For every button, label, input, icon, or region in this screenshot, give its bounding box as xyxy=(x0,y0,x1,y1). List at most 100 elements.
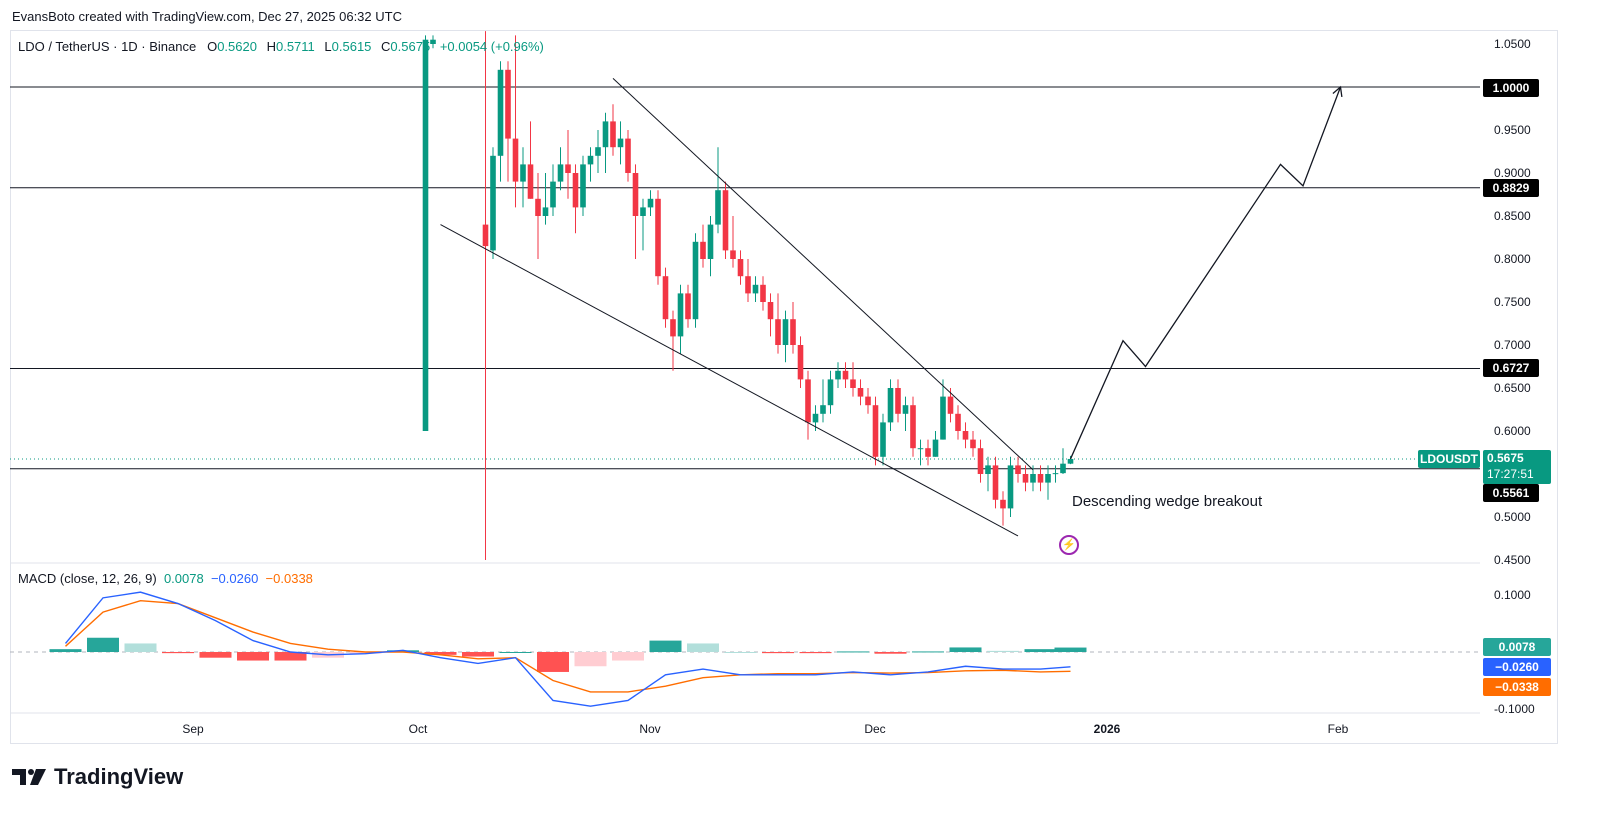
chart-frame[interactable] xyxy=(10,30,1558,744)
tradingview-logo: TradingView xyxy=(12,764,183,790)
candle xyxy=(610,121,616,148)
candle xyxy=(730,250,736,259)
candle xyxy=(1045,474,1051,483)
candle xyxy=(775,319,781,345)
early-candle xyxy=(422,39,429,431)
legend-open: 0.5620 xyxy=(217,39,257,54)
projection-arrowhead xyxy=(1332,85,1343,97)
candle xyxy=(790,319,796,345)
candle xyxy=(497,69,504,156)
legend-high-label: H xyxy=(266,39,276,54)
candle xyxy=(955,413,961,431)
candle xyxy=(550,181,556,208)
macd-line-tag: −0.0260 xyxy=(1483,658,1551,676)
brand-name: TradingView xyxy=(54,764,184,789)
level-tag-4: 0.5561 xyxy=(1483,484,1539,502)
macd-histogram-bar xyxy=(874,652,907,654)
level-tag-3: 0.6727 xyxy=(1483,359,1539,377)
candle xyxy=(482,224,489,247)
candle xyxy=(647,198,654,208)
macd-hist-tag: 0.0078 xyxy=(1483,638,1551,656)
macd-legend: MACD (close, 12, 26, 9) 0.0078 −0.0260 −… xyxy=(18,571,313,586)
candle xyxy=(520,164,526,182)
legend-low-label: L xyxy=(324,39,332,54)
candle xyxy=(655,198,661,277)
projection-path xyxy=(1069,86,1342,460)
candle xyxy=(797,345,804,380)
macd-histogram-bar xyxy=(1054,647,1087,652)
candle xyxy=(587,155,594,165)
candle xyxy=(692,241,699,320)
macd-histogram-bar xyxy=(987,650,1019,652)
candle xyxy=(632,173,639,216)
macd-histogram-bar xyxy=(612,652,644,661)
candle xyxy=(827,379,834,406)
candle xyxy=(902,405,909,414)
legend-high: 0.5711 xyxy=(275,39,315,54)
candle xyxy=(580,164,586,208)
macd-axis-label: -0.1000 xyxy=(1494,702,1535,716)
macd-line-value: −0.0260 xyxy=(210,571,259,586)
candle xyxy=(535,198,541,216)
candle xyxy=(1007,465,1014,509)
price-axis-label: 1.0500 xyxy=(1494,37,1531,51)
price-axis-label: 0.5000 xyxy=(1494,510,1531,524)
macd-signal-value: −0.0338 xyxy=(265,571,313,586)
candle xyxy=(527,164,534,199)
price-axis-label: 0.7000 xyxy=(1494,338,1531,352)
candle xyxy=(505,69,511,139)
wedge-upper-line xyxy=(612,78,1034,471)
macd-axis-label: 0.1000 xyxy=(1494,588,1531,602)
price-legend: LDO / TetherUS · 1D · Binance O0.5620 H0… xyxy=(18,39,550,54)
candle xyxy=(737,259,744,277)
candle xyxy=(962,431,969,440)
candle xyxy=(1015,465,1021,474)
macd-histogram-bar xyxy=(124,643,157,652)
candle xyxy=(940,396,946,440)
candle xyxy=(925,448,931,457)
candle xyxy=(932,439,939,457)
macd-title: MACD (close, 12, 26, 9) xyxy=(18,571,157,586)
price-axis-label: 0.8000 xyxy=(1494,252,1531,266)
candle xyxy=(835,370,841,380)
candle xyxy=(805,379,811,423)
candle xyxy=(512,138,519,182)
candle xyxy=(842,370,849,380)
candle xyxy=(745,276,751,294)
macd-histogram-bar xyxy=(499,652,532,653)
macd-signal-tag: −0.0338 xyxy=(1483,678,1551,696)
candle xyxy=(985,465,991,474)
tradingview-logo-icon xyxy=(12,769,46,785)
candle xyxy=(782,319,789,345)
candle xyxy=(947,396,954,414)
candle xyxy=(992,465,999,500)
candle xyxy=(977,448,984,474)
candle xyxy=(970,439,976,449)
chart-credit: EvansBoto created with TradingView.com, … xyxy=(12,9,402,24)
price-tag: 0.5675 17:27:51 xyxy=(1483,450,1551,484)
candle xyxy=(1000,499,1006,509)
candle xyxy=(1037,474,1044,483)
candle xyxy=(602,121,609,148)
legend-low: 0.5615 xyxy=(331,39,372,54)
macd-histogram-bar xyxy=(87,637,119,652)
symbol-tag: LDOUSDT xyxy=(1418,450,1480,468)
candle xyxy=(662,276,669,320)
lightning-icon[interactable]: ⚡ xyxy=(1059,535,1079,555)
macd-histogram-bar xyxy=(387,650,419,652)
candle xyxy=(595,147,601,156)
candle xyxy=(565,164,571,173)
wedge-lower-line xyxy=(440,224,1019,537)
candle xyxy=(542,207,549,216)
candle xyxy=(490,155,496,251)
price-axis-label: 0.6000 xyxy=(1494,424,1531,438)
candle xyxy=(715,190,721,225)
candle xyxy=(572,173,579,208)
candle xyxy=(850,379,856,388)
macd-histogram-bar xyxy=(462,652,494,657)
candle xyxy=(872,405,879,457)
time-axis-label: Oct xyxy=(409,722,428,736)
candle xyxy=(685,293,691,320)
candle xyxy=(917,448,924,450)
